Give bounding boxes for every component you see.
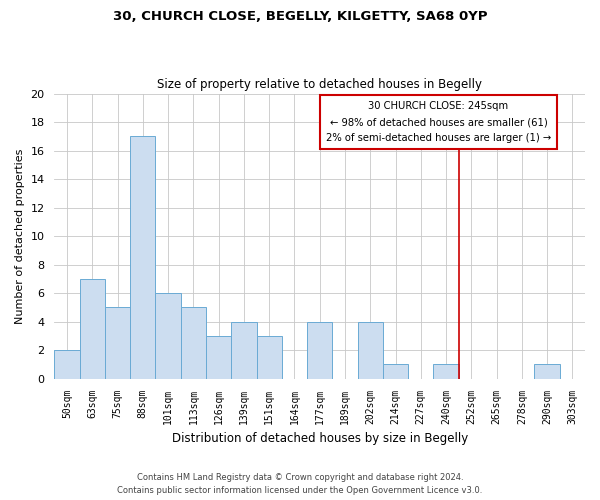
- Bar: [206, 336, 231, 378]
- Bar: [358, 322, 383, 378]
- X-axis label: Distribution of detached houses by size in Begelly: Distribution of detached houses by size …: [172, 432, 468, 445]
- Bar: [80, 279, 105, 378]
- Bar: [307, 322, 332, 378]
- Y-axis label: Number of detached properties: Number of detached properties: [15, 148, 25, 324]
- Bar: [155, 293, 181, 378]
- Bar: [105, 308, 130, 378]
- Bar: [130, 136, 155, 378]
- Bar: [231, 322, 257, 378]
- Bar: [535, 364, 560, 378]
- Bar: [55, 350, 80, 378]
- Text: Contains HM Land Registry data © Crown copyright and database right 2024.
Contai: Contains HM Land Registry data © Crown c…: [118, 474, 482, 495]
- Bar: [433, 364, 458, 378]
- Bar: [383, 364, 408, 378]
- Text: 30 CHURCH CLOSE: 245sqm
← 98% of detached houses are smaller (61)
2% of semi-det: 30 CHURCH CLOSE: 245sqm ← 98% of detache…: [326, 100, 551, 144]
- Bar: [257, 336, 282, 378]
- Text: 30, CHURCH CLOSE, BEGELLY, KILGETTY, SA68 0YP: 30, CHURCH CLOSE, BEGELLY, KILGETTY, SA6…: [113, 10, 487, 23]
- Title: Size of property relative to detached houses in Begelly: Size of property relative to detached ho…: [157, 78, 482, 91]
- Bar: [181, 308, 206, 378]
